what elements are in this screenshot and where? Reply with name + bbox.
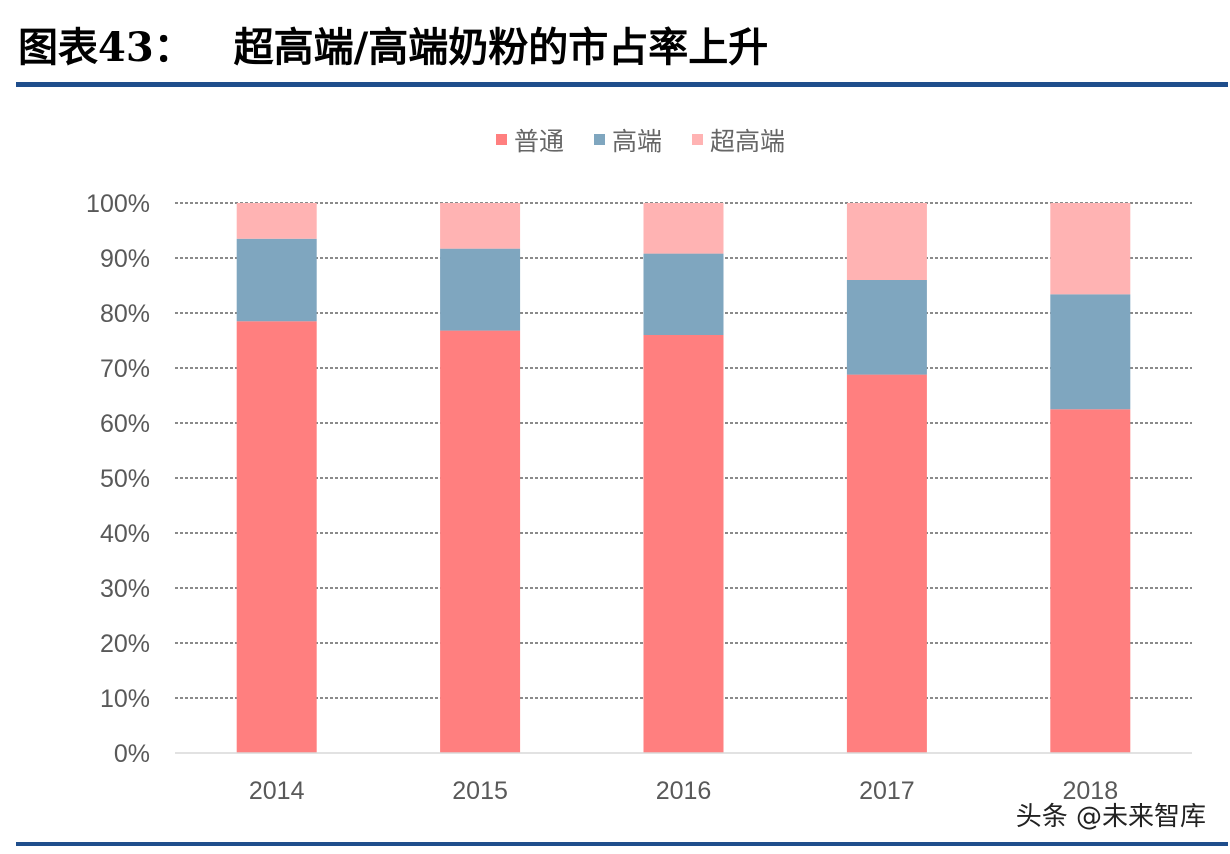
top-rule — [16, 82, 1228, 87]
bar-segment — [236, 321, 317, 753]
bar-segment — [846, 280, 927, 375]
x-tick-label: 2017 — [859, 777, 915, 805]
bar-segment — [236, 238, 317, 322]
y-tick-label: 70% — [100, 355, 150, 383]
y-tick-label: 20% — [100, 630, 150, 658]
legend-label: 超高端 — [710, 127, 785, 156]
y-tick-label: 30% — [100, 575, 150, 603]
legend-swatch — [692, 134, 703, 145]
bar-segment — [846, 203, 927, 280]
x-axis-ticks: 2014 2015 2016 2017 2018 — [249, 777, 1118, 805]
bottom-rule — [16, 842, 1228, 846]
bars — [236, 203, 1131, 753]
x-tick-label: 2016 — [656, 777, 712, 805]
y-tick-label: 80% — [100, 300, 150, 328]
legend-swatch — [496, 134, 507, 145]
y-tick-label: 40% — [100, 520, 150, 548]
bar-segment — [643, 203, 724, 254]
bar-segment — [643, 253, 724, 335]
x-tick-label: 2014 — [249, 777, 305, 805]
bar-segment — [440, 330, 521, 753]
legend-swatch — [594, 134, 605, 145]
bar-segment — [236, 203, 317, 239]
legend: 普通 高端 超高端 — [496, 127, 785, 156]
legend-label: 高端 — [612, 127, 662, 156]
legend-label: 普通 — [514, 127, 564, 156]
y-tick-label: 90% — [100, 245, 150, 273]
y-tick-label: 50% — [100, 465, 150, 493]
bar-segment — [440, 248, 521, 331]
figure-title-text: 超高端/高端奶粉的市占率上升 — [233, 25, 769, 71]
bar-segment — [440, 203, 521, 249]
y-tick-label: 60% — [100, 410, 150, 438]
watermark: 头条 @未来智库 — [1015, 802, 1206, 832]
bar-segment — [1050, 294, 1131, 410]
y-tick-label: 0% — [114, 740, 150, 768]
bar-segment — [643, 335, 724, 753]
figure-title: 图表43： 超高端/高端奶粉的市占率上升 — [18, 14, 768, 74]
bar-segment — [1050, 409, 1131, 753]
gridlines — [175, 202, 1192, 699]
bar-segment — [1050, 203, 1131, 295]
y-tick-label: 10% — [100, 685, 150, 713]
figure-label: 图表43： — [18, 24, 194, 71]
x-tick-label: 2015 — [452, 777, 508, 805]
x-tick-label: 2018 — [1062, 777, 1118, 805]
y-axis-ticks: 0% 10% 20% 30% 40% 50% 60% 70% 80% 90% 100% — [86, 190, 150, 768]
y-tick-label: 100% — [86, 190, 150, 218]
bar-segment — [846, 374, 927, 753]
